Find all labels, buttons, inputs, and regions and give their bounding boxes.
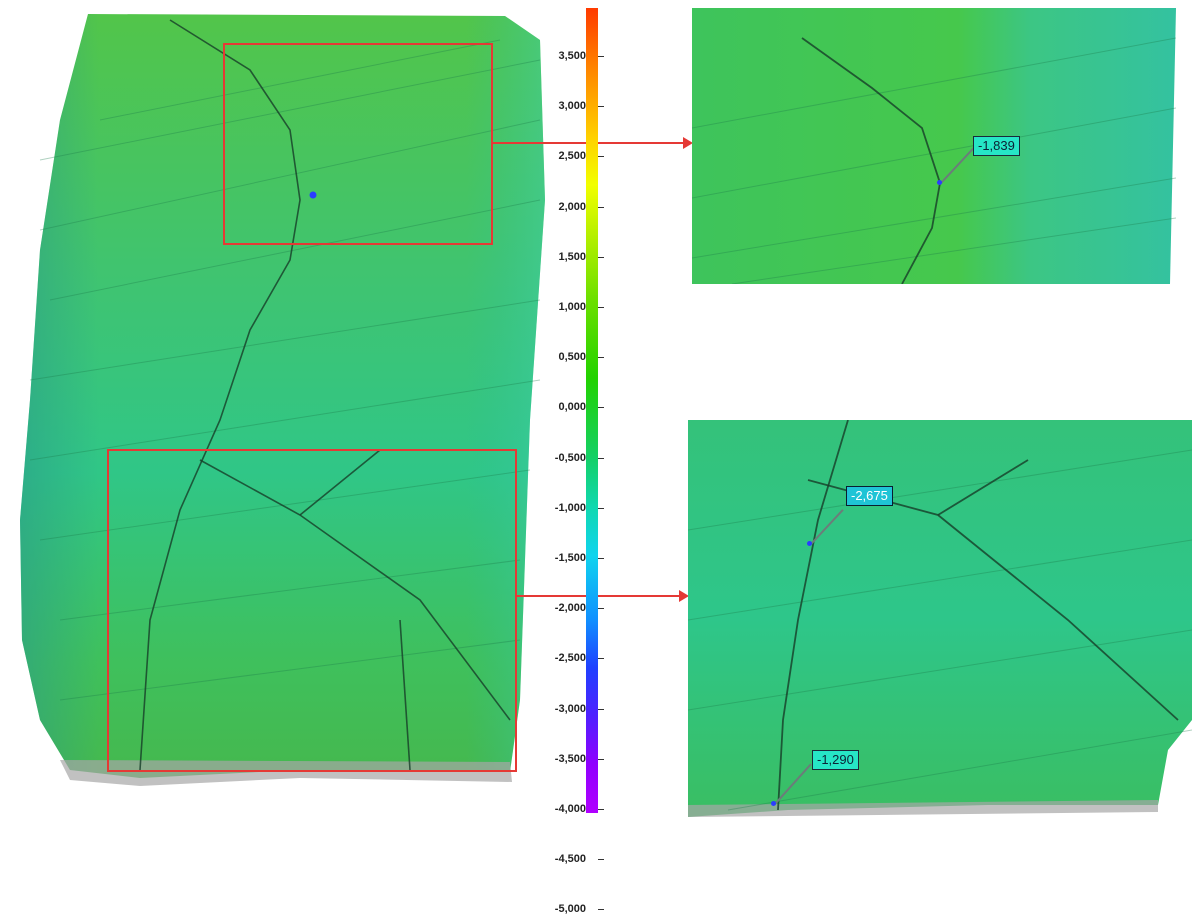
- scale-tick: -2,500: [540, 652, 604, 665]
- scale-tick-label: -4,000: [554, 803, 586, 815]
- callout-top: -1,839: [973, 136, 1020, 156]
- scale-tick: -1,000: [540, 501, 604, 515]
- scale-tick: 2,500: [540, 150, 604, 163]
- scale-tick-mark: [598, 658, 604, 660]
- scale-tick-mark: [598, 357, 604, 359]
- arrow-bottom: [517, 595, 679, 597]
- scale-tick-label: -3,500: [554, 752, 586, 765]
- scale-tick-label: 2,500: [558, 150, 586, 163]
- scale-tick-mark: [598, 156, 604, 158]
- scale-tick-mark: [598, 909, 604, 911]
- scale-tick: 1,500: [540, 250, 604, 264]
- measure-point-top[interactable]: [937, 180, 942, 185]
- scale-tick: 2,000: [540, 200, 604, 214]
- scale-tick-label: 3,000: [558, 100, 586, 113]
- scale-tick-mark: [598, 809, 604, 810]
- scale-tick: 0,000: [540, 401, 604, 414]
- scale-tick-mark: [598, 758, 604, 760]
- scale-tick-mark: [598, 507, 604, 509]
- scale-tick: -4,500: [540, 853, 604, 866]
- scale-tick: 1,000: [540, 301, 604, 314]
- arrow-top-head: [683, 137, 693, 149]
- scale-tick-mark: [598, 407, 604, 409]
- scale-tick-mark: [598, 206, 604, 208]
- scale-tick-mark: [598, 256, 604, 258]
- scale-tick: -3,000: [540, 702, 604, 716]
- scale-tick-mark: [598, 457, 604, 459]
- scale-tick: -1,500: [540, 552, 604, 565]
- scale-tick-label: 3,500: [558, 50, 586, 62]
- color-scale-bar: [586, 8, 598, 813]
- scale-tick-mark: [598, 56, 604, 57]
- scale-tick-label: -1,500: [554, 552, 586, 564]
- scale-tick: -5,000: [540, 903, 604, 916]
- scale-tick: 3,000: [540, 100, 604, 113]
- scale-tick-label: 0,500: [558, 351, 586, 364]
- scale-tick: 3,500: [540, 50, 604, 63]
- scale-tick-mark: [598, 106, 604, 108]
- scale-tick-label: -2,000: [554, 602, 586, 615]
- scale-tick-mark: [598, 558, 604, 559]
- scale-tick-label: -3,000: [554, 702, 586, 715]
- scale-tick: -0,500: [540, 451, 604, 465]
- scale-tick-label: -5,000: [554, 903, 586, 916]
- callout-a: -2,675: [846, 486, 893, 506]
- arrow-bottom-head: [679, 590, 689, 602]
- measure-point-a[interactable]: [807, 541, 812, 546]
- scale-tick-label: 1,000: [558, 301, 586, 313]
- scale-tick-label: 0,000: [558, 401, 586, 414]
- scale-tick-mark: [598, 859, 604, 861]
- deviation-map[interactable]: [0, 0, 560, 817]
- scale-tick: -4,000: [540, 803, 604, 816]
- scale-tick-label: -0,500: [554, 451, 586, 464]
- measure-point-b[interactable]: [771, 801, 776, 806]
- scale-tick-mark: [598, 608, 604, 610]
- callout-b: -1,290: [812, 750, 859, 770]
- region-bottom-highlight: [107, 449, 517, 772]
- scale-tick-label: -2,500: [554, 652, 586, 665]
- scale-tick-label: 1,500: [558, 250, 586, 263]
- scale-tick-label: 2,000: [558, 200, 586, 213]
- zoom-panel-top[interactable]: -1,839: [692, 8, 1176, 284]
- scale-tick: 0,500: [540, 351, 604, 364]
- scale-tick-label: -4,500: [554, 853, 586, 866]
- scale-tick-mark: [598, 708, 604, 710]
- scale-tick: -3,500: [540, 752, 604, 766]
- zoom-panel-bottom[interactable]: -2,675 -1,290: [688, 420, 1192, 817]
- scale-tick-label: -1,000: [554, 501, 586, 514]
- scale-tick-mark: [598, 307, 604, 308]
- scale-tick: -2,000: [540, 602, 604, 615]
- region-top-highlight: [223, 43, 493, 245]
